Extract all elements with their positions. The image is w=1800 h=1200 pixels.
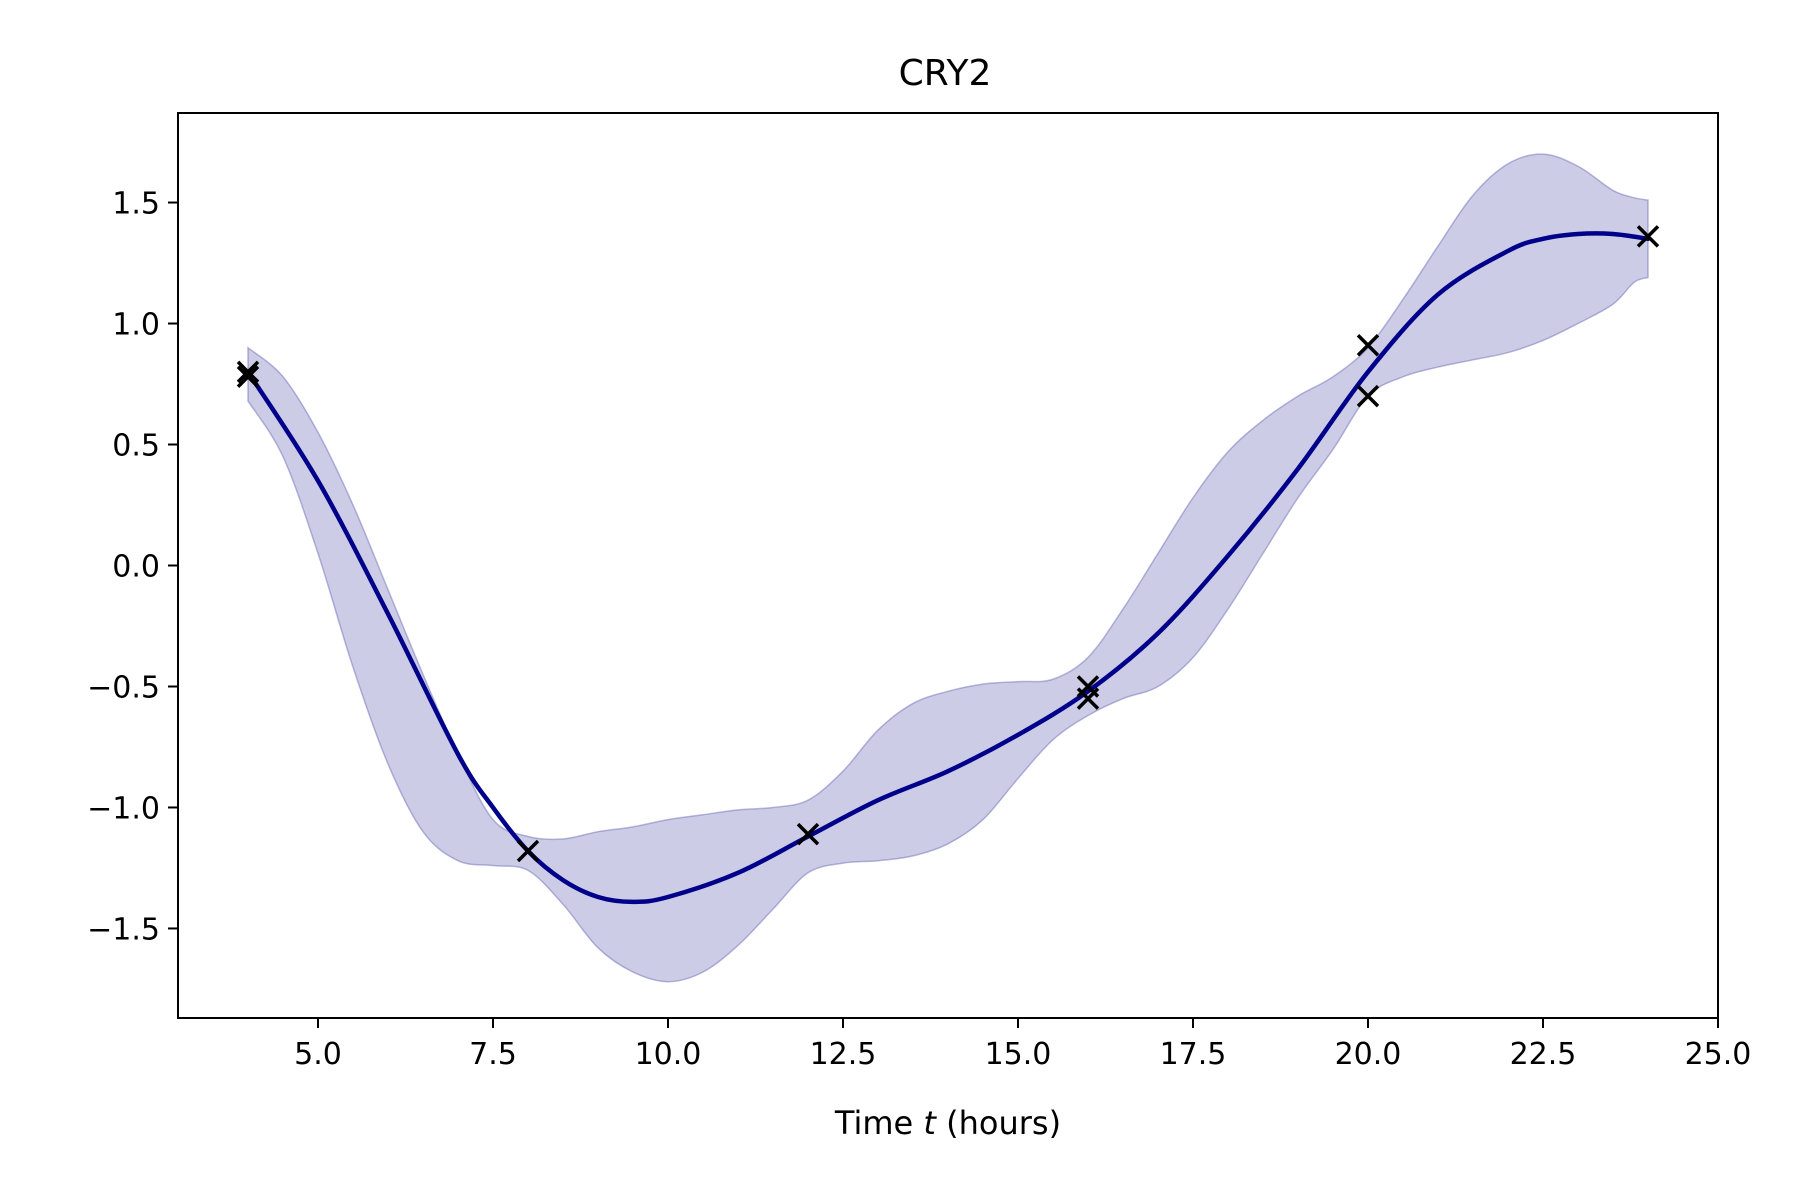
x-axis-label-variable: t xyxy=(923,1104,937,1142)
x-axis: 5.0 7.5 10.0 12.5 15.0 17.5 20.0 22.5 25.0 xyxy=(294,1018,1751,1072)
x-tick-label: 22.5 xyxy=(1510,1037,1577,1072)
y-tick-label: 0.0 xyxy=(112,550,160,585)
y-tick-label: 1.0 xyxy=(112,308,160,343)
x-tick-label: 25.0 xyxy=(1685,1037,1752,1072)
x-axis-label: Time t (hours) xyxy=(834,1104,1061,1142)
observation-marker xyxy=(1636,225,1660,248)
y-tick-label: 1.5 xyxy=(112,187,160,222)
x-axis-label-suffix: (hours) xyxy=(936,1104,1061,1142)
x-tick-label: 5.0 xyxy=(294,1037,342,1072)
observation-marker xyxy=(1356,334,1380,357)
confidence-band xyxy=(247,153,1649,983)
x-tick-label: 17.5 xyxy=(1160,1037,1227,1072)
observation-marker xyxy=(236,365,260,388)
x-tick-label: 12.5 xyxy=(810,1037,877,1072)
observation-marker xyxy=(1356,384,1380,408)
x-tick-label: 20.0 xyxy=(1335,1037,1402,1072)
x-tick-label: 15.0 xyxy=(985,1037,1052,1072)
observation-marker xyxy=(796,822,820,846)
plot-area xyxy=(236,153,1660,983)
y-tick-label: 0.5 xyxy=(112,429,160,464)
x-tick-label: 10.0 xyxy=(635,1037,702,1072)
mean-line xyxy=(245,231,1651,905)
y-tick-label: −1.5 xyxy=(87,912,160,947)
y-axis: −1.5 −1.0 −0.5 0.0 0.5 1.0 1.5 xyxy=(87,187,178,947)
y-tick-label: −1.0 xyxy=(87,791,160,826)
observation-marker xyxy=(516,839,540,863)
chart-title: CRY2 xyxy=(899,53,992,94)
observation-marker xyxy=(1076,687,1100,710)
x-axis-label-prefix: Time xyxy=(834,1104,923,1142)
observation-marker xyxy=(236,360,260,384)
y-tick-label: −0.5 xyxy=(87,670,160,705)
x-tick-label: 7.5 xyxy=(469,1037,517,1072)
